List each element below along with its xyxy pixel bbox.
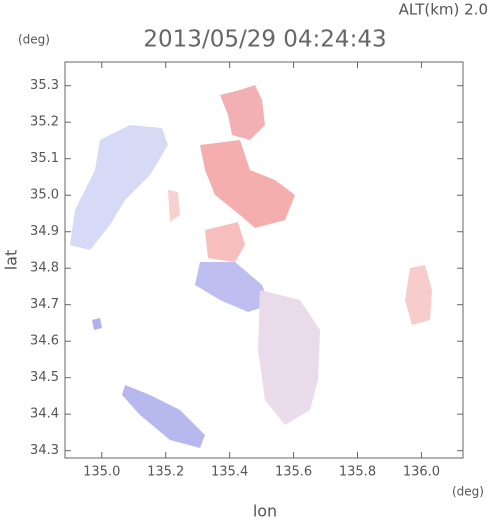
y-tick-label: 35.1 xyxy=(30,151,59,166)
y-tick-label: 34.4 xyxy=(30,407,59,422)
y-tick-label: 35.3 xyxy=(30,78,59,93)
y-tick-label: 34.9 xyxy=(30,224,59,239)
y-tick-label: 34.8 xyxy=(30,261,59,276)
x-tick-label: 135.0 xyxy=(83,465,120,480)
x-tick-label: 135.8 xyxy=(339,465,376,480)
y-tick-label: 35.2 xyxy=(30,115,59,130)
y-unit: (deg) xyxy=(18,33,50,47)
x-unit: (deg) xyxy=(452,485,484,499)
x-tick-label: 135.2 xyxy=(147,465,184,480)
y-tick-label: 35.0 xyxy=(30,188,59,203)
y-axis-label: lat xyxy=(2,250,21,271)
chart-title: 2013/05/29 04:24:43 xyxy=(143,27,386,53)
radar-echoes xyxy=(70,85,432,448)
y-tick-label: 34.7 xyxy=(30,297,59,312)
y-tick-label: 34.6 xyxy=(30,334,59,349)
plot-frame xyxy=(64,61,464,459)
y-tick-label: 34.3 xyxy=(30,443,59,458)
x-axis-label: lon xyxy=(253,502,277,521)
x-tick-label: 135.6 xyxy=(275,465,312,480)
x-tick-label: 136.0 xyxy=(403,465,440,480)
altitude-label: ALT(km) 2.0 xyxy=(399,1,488,19)
x-tick-label: 135.4 xyxy=(211,465,248,480)
y-tick-label: 34.5 xyxy=(30,370,59,385)
